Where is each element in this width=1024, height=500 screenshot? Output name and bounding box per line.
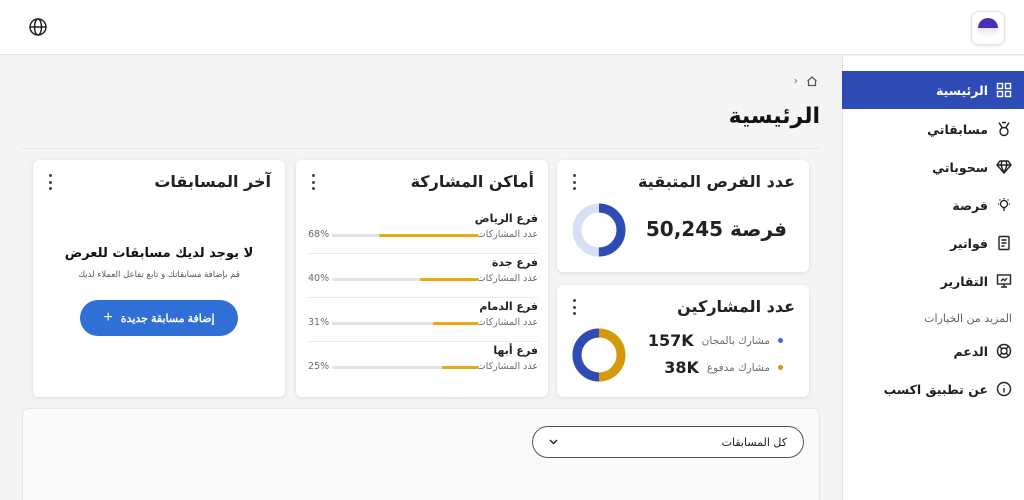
place-sub-label: عدد المشاركات	[476, 229, 538, 240]
empty-state-title: لا يوجد لديك مسابقات للعرض	[64, 246, 254, 261]
progress-fill	[432, 322, 478, 325]
card-title: أماكن المشاركة	[410, 172, 534, 191]
sidebar-item-draws[interactable]: سحوباتي	[842, 148, 1024, 186]
invoice-icon	[998, 235, 1010, 251]
sidebar-item-label: سحوباتي	[932, 159, 988, 175]
app-logo[interactable]	[971, 11, 1005, 45]
participants-donut	[572, 328, 626, 382]
place-percent: 68%	[308, 229, 330, 240]
competitions-panel: كل المسابقات	[22, 408, 820, 500]
latest-card: آخر المسابقات لا يوجد لديك مسابقات للعرض…	[33, 160, 285, 397]
legend-dot	[778, 338, 783, 343]
progress-fill	[378, 234, 478, 237]
free-label: مشارك بالمجان	[701, 334, 770, 347]
progress-fill	[419, 278, 478, 281]
top-bar	[0, 0, 1024, 55]
kebab-menu-icon[interactable]	[45, 174, 55, 190]
sidebar-item-competitions[interactable]: مسابقاتي	[842, 110, 1024, 148]
legend-free: 157K مشارك بالمجان	[648, 331, 783, 350]
legend-dot	[778, 365, 783, 370]
progress-track	[332, 366, 478, 369]
divider	[22, 148, 820, 149]
donut-segment-remaining	[572, 203, 626, 257]
paid-label: مشارك مدفوع	[706, 361, 770, 374]
remaining-donut	[572, 203, 626, 257]
donut-segment-free	[572, 328, 626, 382]
place-sub-label: عدد المشاركات	[476, 273, 538, 284]
sidebar-item-about[interactable]: عن تطبيق اكسب	[842, 370, 1024, 408]
sidebar-item-label: فواتير	[950, 235, 988, 251]
progress-track	[332, 278, 478, 281]
presentation-icon	[996, 274, 1012, 288]
sidebar-item-label: التقارير	[940, 273, 988, 289]
place-percent: 31%	[308, 317, 330, 328]
remaining-card: عدد الفرص المتبقية 50,245 فرصة	[557, 160, 809, 272]
dashboard-icon	[996, 82, 1012, 98]
sidebar-item-label: فرصة	[952, 197, 988, 213]
sidebar-item-reports[interactable]: التقارير	[842, 262, 1024, 300]
kebab-menu-icon[interactable]	[308, 174, 318, 190]
sidebar-more-label: المزيد من الخيارات	[924, 312, 1012, 325]
free-value: 157K	[647, 331, 694, 350]
progress-track	[332, 234, 478, 237]
place-item: فرع الدمام عدد المشاركات 31%	[308, 300, 538, 342]
main-content: › الرئيسية عدد الفرص المتبقية 50,245 فرص…	[0, 56, 842, 500]
kebab-menu-icon[interactable]	[569, 299, 579, 315]
globe-icon[interactable]	[28, 17, 48, 37]
divider	[308, 297, 538, 298]
card-title: عدد المشاركين	[677, 297, 795, 316]
sidebar-item-invoices[interactable]: فواتير	[842, 224, 1024, 262]
chevron-right-icon: ›	[793, 74, 798, 87]
home-icon[interactable]	[806, 75, 818, 87]
lifebuoy-icon	[996, 343, 1012, 359]
sidebar-item-label: عن تطبيق اكسب	[883, 381, 988, 397]
divider	[308, 341, 538, 342]
paid-value: 38K	[664, 358, 699, 377]
place-sub-label: عدد المشاركات	[476, 317, 538, 328]
sidebar-item-chance[interactable]: فرصة	[842, 186, 1024, 224]
plus-icon: +	[103, 309, 113, 326]
card-title: آخر المسابقات	[154, 172, 271, 191]
sidebar-item-label: الرئيسية	[936, 82, 988, 98]
participants-card: عدد المشاركين 157K مشارك بالمجان 38K مشا…	[557, 285, 809, 397]
progress-fill	[441, 366, 478, 369]
app-logo-mark	[978, 18, 998, 38]
select-value: كل المسابقات	[721, 435, 787, 449]
place-percent: 40%	[308, 273, 330, 284]
place-item: فرع أبها عدد المشاركات 25%	[308, 344, 538, 386]
remaining-value: 50,245 فرصة	[645, 217, 787, 241]
legend-paid: 38K مشارك مدفوع	[664, 358, 783, 377]
breadcrumb: ›	[794, 74, 818, 87]
place-sub-label: عدد المشاركات	[476, 361, 538, 372]
sidebar-item-label: الدعم	[953, 343, 988, 359]
add-button-label: إضافة مسابقة جديدة	[120, 312, 215, 325]
sidebar: الرئيسية مسابقاتي سحوباتي فرصة فواتير ال…	[842, 56, 1024, 500]
place-name: فرع الرياض	[474, 212, 538, 225]
place-name: فرع الدمام	[479, 300, 538, 313]
competitions-filter-select[interactable]: كل المسابقات	[532, 426, 804, 458]
sidebar-item-support[interactable]: الدعم	[842, 332, 1024, 370]
sidebar-item-home[interactable]: الرئيسية	[842, 71, 1024, 109]
empty-state-subtitle: قم بإضافة مسابقاتك و تابع تفاعل العملاء …	[78, 270, 240, 280]
places-card: أماكن المشاركة فرع الرياض عدد المشاركات …	[296, 160, 548, 397]
place-name: فرع أبها	[493, 344, 538, 357]
sidebar-item-label: مسابقاتي	[927, 121, 988, 137]
kebab-menu-icon[interactable]	[569, 174, 579, 190]
divider	[308, 253, 538, 254]
place-item: فرع جدة عدد المشاركات 40%	[308, 256, 538, 298]
progress-track	[332, 322, 478, 325]
place-percent: 25%	[308, 361, 330, 372]
card-title: عدد الفرص المتبقية	[637, 172, 795, 191]
medal-icon	[998, 121, 1010, 137]
place-name: فرع جدة	[491, 256, 538, 269]
diamond-icon	[996, 160, 1012, 175]
lightbulb-icon	[998, 198, 1010, 211]
chevron-down-icon	[549, 439, 558, 445]
page-title: الرئيسية	[728, 104, 820, 129]
add-competition-button[interactable]: إضافة مسابقة جديدة +	[80, 300, 238, 336]
place-item: فرع الرياض عدد المشاركات 68%	[308, 212, 538, 254]
info-icon	[996, 381, 1012, 397]
